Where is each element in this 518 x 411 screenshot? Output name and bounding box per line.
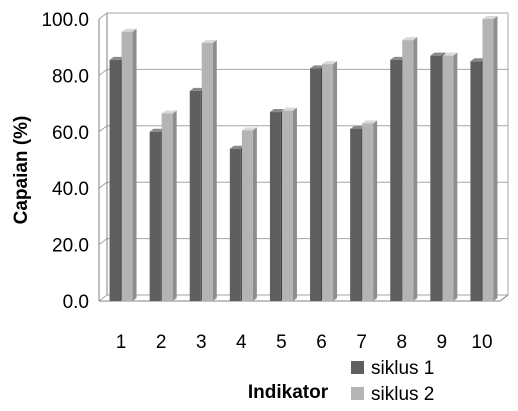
bar-side-series-2 — [172, 110, 177, 301]
bar-series-1 — [310, 68, 322, 301]
bar-series-1 — [229, 148, 241, 301]
x-tick-label: 4 — [236, 332, 247, 353]
bar-top-series-1 — [109, 56, 125, 60]
gridline-depth — [98, 12, 108, 20]
bar-series-2 — [362, 123, 374, 301]
bar-top-series-1 — [229, 145, 245, 149]
y-tick-labels: 0.0 20.0 40.0 60.0 80.0 100.0 — [41, 10, 89, 313]
gridline-depth — [98, 181, 108, 189]
bar-top-series-2 — [121, 28, 137, 32]
bar-top-series-2 — [482, 16, 498, 19]
bar-top-series-2 — [402, 37, 418, 41]
bar-top-series-1 — [470, 58, 486, 62]
bar-top-series-2 — [281, 107, 297, 111]
bar-series-2 — [482, 19, 494, 301]
bar-side-series-2 — [413, 37, 418, 302]
bar-top-series-2 — [362, 120, 378, 124]
bar-top-series-2 — [161, 110, 177, 114]
bar-series-1 — [149, 131, 161, 301]
x-axis-title: Indikator — [248, 382, 329, 403]
bars — [109, 16, 498, 302]
y-tick-label: 0.0 — [63, 292, 89, 313]
legend-label-series-1: siklus 1 — [371, 358, 434, 379]
bar-series-1 — [350, 128, 362, 301]
x-tick-label: 1 — [116, 332, 127, 353]
gridline-depth — [98, 238, 108, 246]
bar-side-series-2 — [292, 107, 297, 302]
bar-series-2 — [402, 40, 414, 302]
x-tick-label: 6 — [316, 332, 327, 353]
x-tick-label: 5 — [276, 332, 287, 353]
x-tick-label: 9 — [437, 332, 448, 353]
bar-top-series-2 — [241, 127, 257, 131]
bar-series-2 — [161, 113, 173, 301]
bar-series-1 — [109, 59, 121, 301]
bar-top-series-2 — [322, 61, 338, 65]
bar-top-series-1 — [149, 128, 165, 132]
bar-side-series-2 — [333, 61, 338, 302]
bar-top-series-1 — [189, 87, 205, 91]
bar-side-series-2 — [132, 28, 137, 301]
legend: siklus 1 siklus 2 — [351, 358, 434, 405]
y-tick-label: 40.0 — [52, 179, 89, 200]
bar-series-1 — [470, 61, 482, 301]
bar-side-series-2 — [212, 39, 217, 301]
bar-side-series-2 — [252, 127, 257, 301]
bar-series-2 — [121, 31, 133, 301]
x-axis-depth-line — [499, 294, 509, 302]
bar-side-series-2 — [453, 52, 458, 301]
gridline-depth — [98, 125, 108, 133]
bar-series-2 — [241, 130, 253, 301]
bar-top-series-1 — [390, 56, 406, 60]
bar-series-2 — [442, 55, 454, 301]
y-axis-title: Capaian (%) — [11, 116, 32, 225]
bar-top-series-1 — [350, 125, 366, 129]
bar-series-2 — [322, 64, 334, 302]
bar-top-series-1 — [310, 65, 326, 69]
x-tick-label: 2 — [156, 332, 167, 353]
y-tick-label: 80.0 — [52, 66, 89, 87]
bar-series-1 — [189, 90, 201, 301]
gridline-depth — [98, 69, 108, 76]
x-tick-label: 3 — [196, 332, 207, 353]
y-tick-label: 100.0 — [41, 10, 89, 31]
bar-side-series-2 — [493, 16, 498, 301]
bar-series-1 — [269, 112, 281, 301]
legend-label-series-2: siklus 2 — [371, 384, 434, 405]
bar-top-series-2 — [442, 52, 458, 56]
bar-series-2 — [281, 110, 293, 302]
x-tick-label: 7 — [356, 332, 367, 353]
bar-series-1 — [430, 55, 442, 301]
y-tick-label: 60.0 — [52, 123, 89, 144]
gridline-depth — [98, 294, 108, 302]
x-tick-label: 8 — [396, 332, 407, 353]
x-tick-label: 10 — [471, 332, 492, 353]
x-tick-labels: 1 2 3 4 5 6 7 8 9 10 — [116, 332, 493, 353]
bar-series-2 — [201, 42, 213, 301]
bar-top-series-1 — [269, 109, 285, 113]
bar-top-series-2 — [201, 39, 217, 43]
legend-swatch-series-1 — [351, 361, 364, 374]
bar-top-series-1 — [430, 52, 446, 56]
legend-swatch-series-2 — [351, 387, 364, 400]
bar-series-1 — [390, 59, 402, 301]
bar-side-series-2 — [373, 120, 378, 301]
y-tick-label: 20.0 — [52, 236, 89, 257]
